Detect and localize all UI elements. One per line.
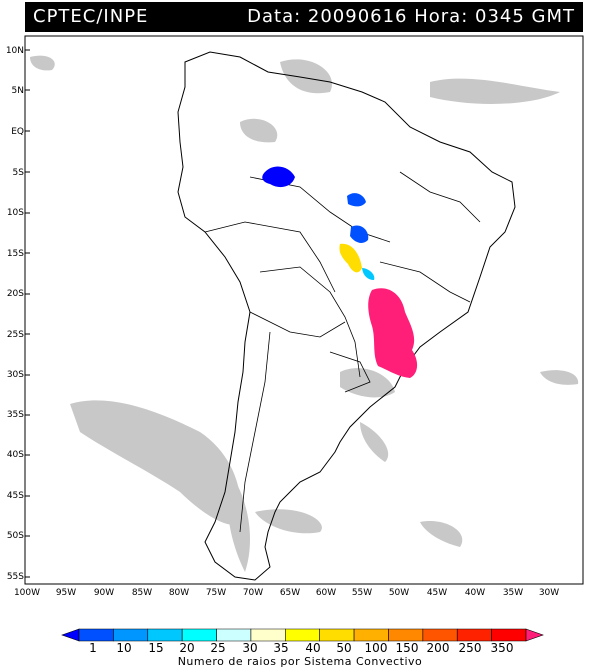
colorbar <box>61 628 544 642</box>
colorbar-segment <box>422 628 458 642</box>
colorbar-label-35: 35 <box>273 641 289 655</box>
lon-label-50W: 50W <box>388 588 410 598</box>
axis-ticks <box>25 49 30 578</box>
colorbar-label-50: 50 <box>336 641 352 655</box>
colorbar-label-40: 40 <box>305 641 321 655</box>
lon-label-90W: 90W <box>93 588 115 598</box>
colorbar-label-350: 350 <box>490 641 514 655</box>
map-frame <box>24 35 584 585</box>
colorbar-segment <box>216 628 252 642</box>
lon-label-100W: 100W <box>13 588 41 598</box>
colorbar-segment <box>456 628 492 642</box>
cloud-far-east <box>540 370 579 385</box>
lat-label-EQ: EQ <box>11 127 24 137</box>
lon-label-75W: 75W <box>205 588 227 598</box>
colorbar-label-10: 10 <box>116 641 132 655</box>
colorbar-segment <box>61 628 80 642</box>
colorbar-label-20: 20 <box>179 641 195 655</box>
colorbar-label-100: 100 <box>364 641 388 655</box>
lon-label-55W: 55W <box>351 588 373 598</box>
convective-system-mato-grosso <box>350 225 369 243</box>
lon-label-60W: 60W <box>315 588 337 598</box>
colorbar-segment <box>181 628 217 642</box>
cloud-atlantic-1 <box>360 422 389 462</box>
lat-label-35S: 35S <box>6 410 24 420</box>
convective-system-central-tail <box>362 268 375 280</box>
cloud-nw <box>30 55 55 71</box>
colorbar-segment <box>353 628 389 642</box>
cloud-amazon-west <box>240 118 278 143</box>
border-chile-argentina-north <box>249 311 346 338</box>
south-america-outline <box>177 51 516 581</box>
lat-label-25S: 25S <box>6 330 24 340</box>
convective-systems-layer <box>262 166 418 378</box>
lon-label-45W: 45W <box>426 588 448 598</box>
lat-label-20S: 20S <box>6 289 24 299</box>
convective-system-amazon <box>262 166 295 188</box>
datetime-label: Data: 20090616 Hora: 0345 GMT <box>247 6 575 27</box>
lon-label-80W: 80W <box>168 588 190 598</box>
border-brazil-states <box>379 261 471 303</box>
colorbar-segment <box>78 628 114 642</box>
lon-label-35W: 35W <box>502 588 524 598</box>
lat-label-50S: 50S <box>6 531 24 541</box>
lon-label-95W: 95W <box>55 588 77 598</box>
lat-label-5S: 5S <box>12 168 24 178</box>
colorbar-label-25: 25 <box>210 641 226 655</box>
cloud-north <box>280 59 332 94</box>
colorbar-title: Numero de raios por Sistema Convectivo <box>177 655 423 668</box>
lon-label-70W: 70W <box>242 588 264 598</box>
border-peru-bolivia <box>204 221 336 293</box>
colorbar-segment <box>388 628 424 642</box>
lon-label-85W: 85W <box>131 588 153 598</box>
border-chile-argentina <box>239 331 271 533</box>
colorbar-segment <box>147 628 183 642</box>
lon-label-30W: 30W <box>538 588 560 598</box>
lon-label-40W: 40W <box>464 588 486 598</box>
lat-label-10N: 10N <box>5 46 24 56</box>
colorbar-label-150: 150 <box>395 641 419 655</box>
convective-system-mato-grosso-north <box>347 193 366 207</box>
cloud-atlantic-2 <box>420 521 463 547</box>
lat-label-45S: 45S <box>6 491 24 501</box>
lat-label-10S: 10S <box>6 208 24 218</box>
colorbar-label-15: 15 <box>148 641 164 655</box>
colorbar-label-200: 200 <box>426 641 450 655</box>
colorbar-label-30: 30 <box>242 641 258 655</box>
map-canvas <box>24 35 584 585</box>
lat-label-5N: 5N <box>11 86 24 96</box>
source-label: CPTEC/INPE <box>33 6 149 27</box>
colorbar-segment <box>285 628 320 642</box>
lat-label-55S: 55S <box>6 572 24 582</box>
colorbar-segment <box>250 628 286 642</box>
colorbar-segment <box>491 628 527 642</box>
lat-label-15S: 15S <box>6 249 24 259</box>
lat-label-30S: 30S <box>6 370 24 380</box>
colorbar-segment <box>113 628 149 642</box>
colorbar-label-1: 1 <box>89 641 97 655</box>
border-bolivia-brazil <box>259 266 361 378</box>
cloud-patagonia-west <box>227 472 250 572</box>
border-paraguay <box>329 351 371 393</box>
cloud-south-pacific-band <box>70 400 241 525</box>
colorbar-segment <box>525 628 544 642</box>
colorbar-segment <box>319 628 355 642</box>
lon-label-65W: 65W <box>279 588 301 598</box>
colorbar-label-250: 250 <box>458 641 482 655</box>
lat-label-40S: 40S <box>6 450 24 460</box>
convective-system-central-band <box>339 243 362 273</box>
title-bar: CPTEC/INPE Data: 20090616 Hora: 0345 GMT <box>25 2 583 32</box>
cloud-cover-layer <box>30 55 579 572</box>
cloud-patagonia-band <box>255 509 322 534</box>
border-brazil-northeast <box>399 171 481 223</box>
convective-system-southeast-brazil <box>368 288 418 378</box>
cloud-ne-atlantic <box>430 78 560 104</box>
